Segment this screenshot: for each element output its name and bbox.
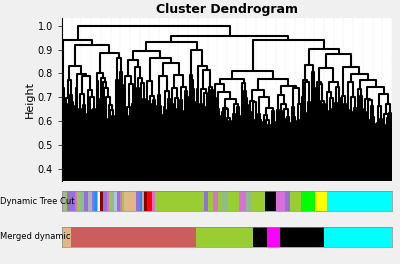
Text: Dynamic Tree Cut: Dynamic Tree Cut: [0, 197, 74, 206]
Y-axis label: Height: Height: [25, 81, 35, 118]
Title: Cluster Dendrogram: Cluster Dendrogram: [156, 3, 298, 16]
Text: Merged dynamic: Merged dynamic: [0, 232, 70, 241]
